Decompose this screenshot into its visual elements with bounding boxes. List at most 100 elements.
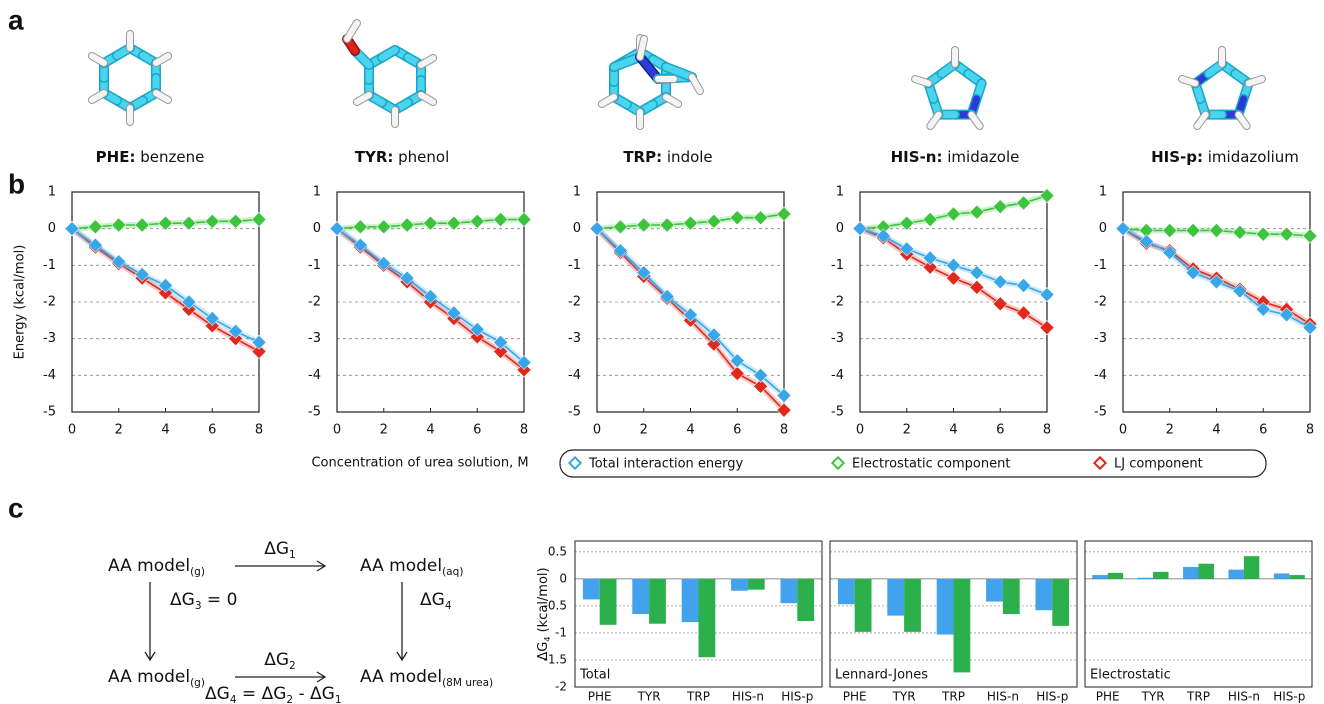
- cycle-state: AA model(8M urea): [360, 667, 493, 689]
- x-tick-label: TYR: [1141, 690, 1165, 704]
- x-tick-label: HIS-n: [732, 690, 764, 704]
- y-tick-label: -3: [568, 331, 581, 346]
- hydrogen: [692, 77, 700, 91]
- subscript: 1: [289, 549, 296, 561]
- bar: [649, 579, 666, 624]
- y-tick-label: 0: [313, 221, 321, 236]
- marker: [494, 212, 508, 226]
- x-tick-label: 8: [780, 423, 788, 438]
- bar: [1036, 579, 1053, 610]
- text-part: ΔG: [420, 590, 445, 610]
- marker: [1040, 189, 1054, 203]
- text-part: - ΔG: [293, 684, 335, 704]
- marker: [946, 207, 960, 221]
- x-tick-label: 4: [161, 423, 169, 438]
- y-tick-label: -3: [308, 331, 321, 346]
- x-tick-label: HIS-n: [987, 690, 1019, 704]
- molecule-code: HIS-p:: [1151, 148, 1203, 166]
- legend-marker: [832, 457, 843, 468]
- chart-title: Total: [579, 668, 610, 683]
- hydrogen: [92, 56, 104, 63]
- bar: [1244, 556, 1259, 579]
- legend-label: Electrostatic component: [852, 457, 1010, 472]
- molecule-name: imidazole: [947, 148, 1019, 166]
- bar: [1138, 578, 1153, 579]
- legend-label: LJ component: [1114, 457, 1203, 472]
- bar: [1183, 567, 1198, 579]
- x-tick-label: 6: [1259, 423, 1267, 438]
- marker: [754, 211, 768, 225]
- chart-title: Electrostatic: [1090, 668, 1171, 683]
- x-tick-label: 2: [1166, 423, 1174, 438]
- x-tick-label: 0: [68, 423, 76, 438]
- bar: [1289, 575, 1304, 579]
- molecule-label: TRP: indole: [623, 148, 712, 166]
- text-part: AA model: [108, 667, 190, 687]
- x-tick-label: 6: [733, 423, 741, 438]
- hydrogen: [971, 115, 979, 126]
- x-tick-label: 6: [208, 423, 216, 438]
- x-tick-label: PHE: [588, 690, 612, 704]
- bar: [954, 579, 971, 673]
- x-tick-label: 8: [520, 423, 528, 438]
- bar: [1003, 579, 1020, 614]
- y-tick-label: -4: [43, 368, 56, 383]
- y-tick-label: -2: [1094, 295, 1107, 310]
- bar: [1199, 564, 1214, 579]
- legend-label: Total interaction energy: [588, 457, 744, 472]
- x-tick-label: 4: [949, 423, 957, 438]
- marker: [1209, 223, 1223, 237]
- subscript: 1: [335, 694, 342, 704]
- marker: [400, 218, 414, 232]
- marker: [1233, 225, 1247, 239]
- bar: [855, 579, 872, 632]
- cycle-step: ΔG4: [420, 590, 452, 612]
- bar: [887, 579, 904, 616]
- y-tick-label: 0: [1099, 221, 1107, 236]
- x-tick-label: PHE: [843, 690, 867, 704]
- cycle-state: AA model(aq): [360, 556, 463, 578]
- bar: [1052, 579, 1069, 626]
- y-tick-label: 1: [836, 185, 844, 200]
- bar: [1092, 575, 1107, 579]
- y-tick-label: 0.5: [548, 544, 567, 558]
- bar: [699, 579, 716, 657]
- x-tick-label: 4: [426, 423, 434, 438]
- cycle-state: AA model(g): [108, 556, 205, 578]
- hydrogen: [92, 93, 104, 100]
- x-tick-label: 0: [593, 423, 601, 438]
- text-part: ΔG: [536, 642, 551, 661]
- hydrogen: [156, 56, 168, 63]
- hydrogen: [666, 97, 678, 104]
- text-part: ΔG: [264, 539, 289, 559]
- x-tick-label: 0: [1119, 423, 1127, 438]
- subscript: (g): [190, 566, 205, 578]
- bar: [583, 579, 600, 600]
- marker: [182, 216, 196, 230]
- y-tick-label: -2: [831, 295, 844, 310]
- x-tick-label: 2: [640, 423, 648, 438]
- x-tick-label: 0: [856, 423, 864, 438]
- y-axis-label: Energy (kcal/mol): [13, 245, 28, 360]
- molecule-code: PHE:: [96, 148, 136, 166]
- bar: [682, 579, 699, 622]
- x-tick-label: TRP: [941, 690, 965, 704]
- text-part: ΔG: [205, 684, 230, 704]
- y-tick-label: 0: [836, 221, 844, 236]
- y-tick-label: -2: [308, 295, 321, 310]
- y-tick-label: 1: [313, 185, 321, 200]
- legend-marker: [569, 457, 580, 468]
- hydrogen: [357, 95, 369, 102]
- subscript: (8M urea): [442, 677, 493, 689]
- molecule-label: HIS-p: imidazolium: [1151, 148, 1299, 166]
- x-tick-label: PHE: [1096, 690, 1120, 704]
- hydrogen: [1238, 115, 1246, 126]
- x-tick-label: TYR: [637, 690, 661, 704]
- y-tick-label: -3: [43, 331, 56, 346]
- x-tick-label: 6: [996, 423, 1004, 438]
- y-tick-label: -1: [831, 258, 844, 273]
- panel-label: b: [8, 168, 25, 199]
- bar: [731, 579, 748, 591]
- molecule-name: benzene: [140, 148, 204, 166]
- hydrogen: [602, 97, 614, 104]
